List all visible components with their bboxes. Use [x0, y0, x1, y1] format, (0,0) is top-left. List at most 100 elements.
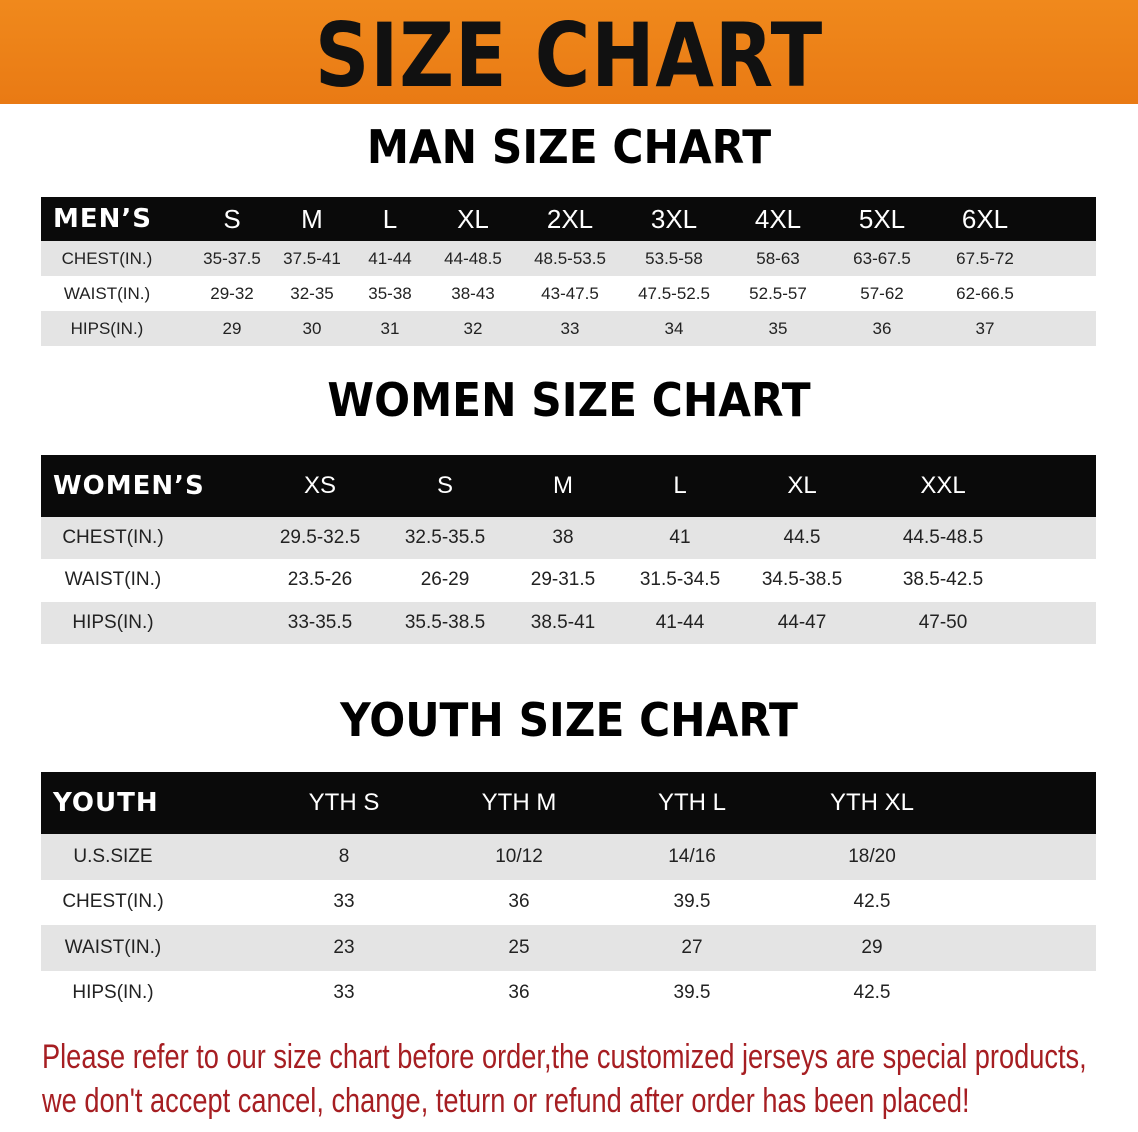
- table-cell: 27: [681, 936, 703, 958]
- table-cell: 18/20: [848, 845, 896, 867]
- table-cell: 29-32: [210, 283, 254, 303]
- size-header-yth-m: YTH M: [481, 789, 557, 816]
- size-header-l: L: [382, 203, 398, 234]
- women-header-row: WOMEN’S XS S M L XL XXL: [41, 455, 1096, 517]
- table-cell: 39.5: [673, 891, 711, 913]
- table-cell: 47-50: [918, 611, 968, 633]
- men-section-title: MAN SIZE CHART: [366, 120, 772, 174]
- table-cell: 67.5-72: [956, 248, 1014, 268]
- youth-header-row: YOUTH YTH S YTH M YTH L YTH XL: [41, 772, 1096, 834]
- table-row: WAIST(IN.) 23.5-26 26-29 29-31.5 31.5-34.5 34…: [41, 559, 1096, 601]
- table-cell: 38: [552, 527, 574, 549]
- size-header-4xl: 4XL: [754, 203, 802, 234]
- table-cell: 62-66.5: [956, 283, 1014, 303]
- row-label: U.S.SIZE: [73, 845, 153, 867]
- table-cell: 10/12: [495, 845, 543, 867]
- notice-line-2: we don't accept cancel, change, teturn o…: [42, 1082, 970, 1120]
- table-cell: 32.5-35.5: [404, 527, 486, 549]
- table-cell: 36: [508, 891, 530, 913]
- table-cell: 38.5-41: [530, 611, 596, 633]
- size-header-5xl: 5XL: [858, 203, 906, 234]
- size-header-s: S: [436, 472, 453, 499]
- table-cell: 42.5: [853, 982, 891, 1004]
- table-cell: 31.5-34.5: [639, 569, 721, 591]
- table-cell: 38-43: [451, 283, 495, 303]
- size-header-xl: XL: [457, 203, 489, 234]
- table-cell: 53.5-58: [645, 248, 703, 268]
- table-cell: 35.5-38.5: [404, 611, 486, 633]
- men-header-row: MEN’S S M L XL 2XL 3XL 4XL 5XL 6XL: [41, 197, 1096, 241]
- table-cell: 39.5: [673, 982, 711, 1004]
- banner-title: SIZE CHART: [314, 4, 824, 107]
- table-row: HIPS(IN.) 33 36 39.5 42.5: [41, 971, 1096, 1017]
- table-cell: 36: [872, 318, 892, 338]
- row-label: HIPS(IN.): [72, 611, 154, 633]
- youth-size-table: YOUTH YTH S YTH M YTH L YTH XL U.S.SIZE 8 10/12…: [41, 772, 1096, 1016]
- table-cell: 8: [338, 845, 350, 867]
- table-cell: 14/16: [668, 845, 716, 867]
- table-cell: 23.5-26: [287, 569, 353, 591]
- table-cell: 35: [768, 318, 788, 338]
- size-header-3xl: 3XL: [650, 203, 698, 234]
- table-cell: 44.5-48.5: [902, 527, 984, 549]
- table-cell: 41-44: [368, 248, 412, 268]
- table-cell: 57-62: [860, 283, 904, 303]
- table-cell: 35-37.5: [203, 248, 261, 268]
- table-cell: 23: [333, 936, 355, 958]
- table-cell: 33: [560, 318, 580, 338]
- size-header-6xl: 6XL: [961, 203, 1009, 234]
- table-row: WAIST(IN.) 29-32 32-35 35-38 38-43 43-47.5 47.…: [41, 276, 1096, 311]
- table-cell: 41: [669, 527, 691, 549]
- table-cell: 41-44: [655, 611, 705, 633]
- size-header-yth-xl: YTH XL: [829, 789, 915, 816]
- women-size-table: WOMEN’S XS S M L XL XXL CHEST(IN.) 29.5-32.5 32.5…: [41, 455, 1096, 644]
- table-cell: 29-31.5: [530, 569, 596, 591]
- row-label: CHEST(IN.): [61, 248, 153, 268]
- table-cell: 52.5-57: [749, 283, 807, 303]
- size-header-l: L: [673, 472, 687, 499]
- table-cell: 32-35: [290, 283, 334, 303]
- youth-corner-label: YOUTH: [53, 788, 159, 818]
- size-header-xxl: XXL: [920, 472, 966, 499]
- table-cell: 44-47: [777, 611, 827, 633]
- table-cell: 33: [333, 891, 355, 913]
- row-label: CHEST(IN.): [62, 891, 164, 913]
- table-row: CHEST(IN.) 33 36 39.5 42.5: [41, 880, 1096, 926]
- table-row: HIPS(IN.) 29 30 31 32 33 34 35 36 37: [41, 311, 1096, 346]
- row-label: WAIST(IN.): [64, 936, 162, 958]
- table-cell: 37.5-41: [283, 248, 341, 268]
- size-header-2xl: 2XL: [546, 203, 594, 234]
- size-header-yth-l: YTH L: [657, 789, 726, 816]
- table-cell: 25: [508, 936, 530, 958]
- table-cell: 43-47.5: [541, 283, 599, 303]
- table-cell: 42.5: [853, 891, 891, 913]
- table-cell: 31: [380, 318, 400, 338]
- size-header-s: S: [223, 203, 241, 234]
- table-cell: 48.5-53.5: [534, 248, 606, 268]
- row-label: WAIST(IN.): [63, 283, 151, 303]
- row-label: WAIST(IN.): [64, 569, 162, 591]
- table-cell: 37: [975, 318, 995, 338]
- table-row: HIPS(IN.) 33-35.5 35.5-38.5 38.5-41 41-44 44-…: [41, 601, 1096, 644]
- table-cell: 44.5: [783, 527, 821, 549]
- size-header-xs: XS: [303, 472, 336, 499]
- table-row: WAIST(IN.) 23 25 27 29: [41, 925, 1096, 971]
- table-cell: 34: [664, 318, 684, 338]
- size-header-m: M: [301, 203, 323, 234]
- row-label: HIPS(IN.): [70, 318, 144, 338]
- women-corner-label: WOMEN’S: [53, 471, 205, 501]
- size-header-m: M: [553, 472, 573, 499]
- table-cell: 44-48.5: [444, 248, 502, 268]
- size-header-yth-s: YTH S: [308, 789, 380, 816]
- women-section-title: WOMEN SIZE CHART: [327, 373, 811, 427]
- table-row: CHEST(IN.) 35-37.5 37.5-41 41-44 44-48.5 48.5…: [41, 241, 1096, 276]
- table-cell: 29: [222, 318, 242, 338]
- men-size-table: MEN’S S M L XL 2XL 3XL 4XL 5XL 6XL CHEST(IN.) 35-37…: [41, 197, 1096, 346]
- table-cell: 38.5-42.5: [902, 569, 984, 591]
- size-header-xl: XL: [787, 472, 817, 499]
- table-cell: 26-29: [420, 569, 470, 591]
- table-cell: 32: [463, 318, 483, 338]
- row-label: HIPS(IN.): [72, 982, 154, 1004]
- row-label: CHEST(IN.): [62, 527, 164, 549]
- size-chart-banner: SIZE CHART: [0, 0, 1138, 107]
